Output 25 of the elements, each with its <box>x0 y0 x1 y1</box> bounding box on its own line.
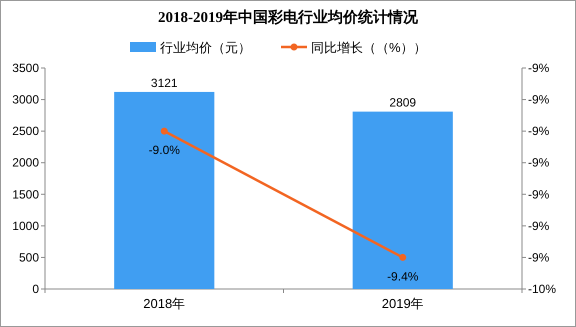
y2-tick-label: -9% <box>528 61 550 75</box>
y2-tick-label: -10% <box>528 282 556 296</box>
legend-label: 行业均价（元） <box>160 40 251 55</box>
y2-tick-label: -9% <box>528 218 550 233</box>
y-tick-label: 2500 <box>12 124 40 138</box>
y-tick-label: 1000 <box>12 218 40 233</box>
x-tick-label: 2019年 <box>382 296 424 311</box>
y-tick-label: 1500 <box>12 187 40 202</box>
y2-tick-label: -9% <box>528 187 550 202</box>
data-label: 2809 <box>389 96 416 110</box>
y2-tick-label: -9% <box>528 156 550 170</box>
y-tick-label: 3500 <box>12 61 40 75</box>
data-label: -9.4% <box>387 269 419 284</box>
y2-tick-label: -9% <box>528 124 550 138</box>
y-tick-label: 500 <box>18 250 40 264</box>
x-tick-label: 2018年 <box>143 296 186 311</box>
y-tick-label: 0 <box>32 282 40 296</box>
chart-title: 2018-2019年中国彩电行业均价统计情况 <box>158 9 419 26</box>
legend-label: 同比增长（（%）） <box>311 40 427 55</box>
y-tick-label: 2000 <box>12 156 40 170</box>
y2-tick-label: -9% <box>528 92 550 107</box>
data-label: 3121 <box>150 76 178 90</box>
y2-tick-label: -9% <box>528 250 550 264</box>
data-label: -9.0% <box>148 143 180 158</box>
y-tick-label: 3000 <box>12 92 40 107</box>
